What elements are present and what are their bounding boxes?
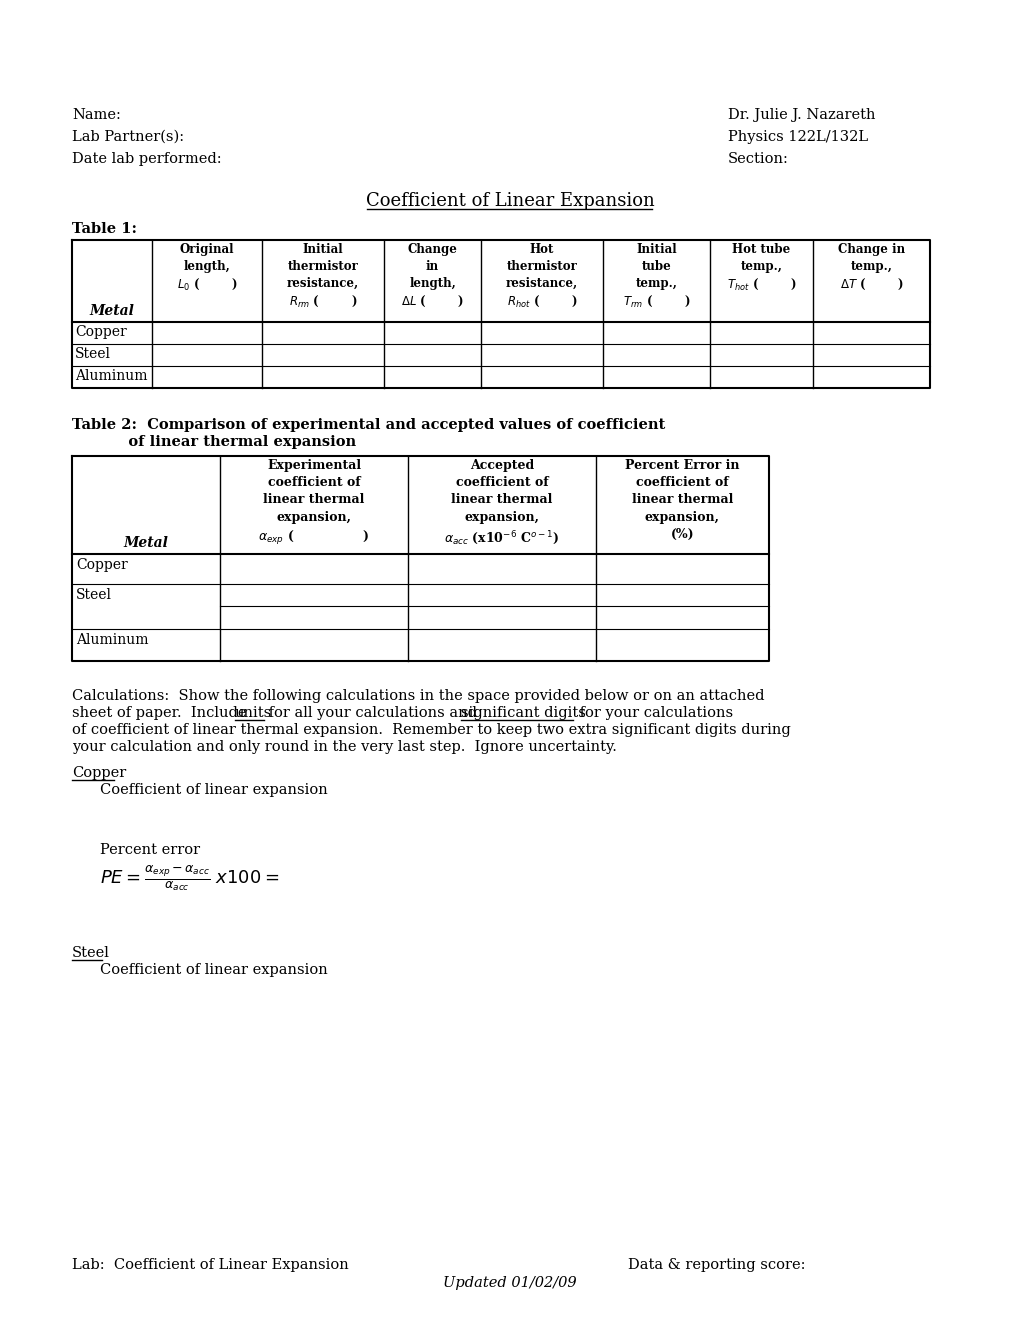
Text: Change
in
length,
$\mathit{\Delta L}$ (        ): Change in length, $\mathit{\Delta L}$ ( … — [400, 243, 464, 309]
Text: Aluminum: Aluminum — [76, 634, 149, 647]
Text: Hot
thermistor
resistance,
$\mathit{R_{hot}}$ (        ): Hot thermistor resistance, $\mathit{R_{h… — [505, 243, 578, 309]
Text: Coefficient of linear expansion: Coefficient of linear expansion — [100, 964, 327, 977]
Text: Steel: Steel — [72, 946, 110, 960]
Text: Lab Partner(s):: Lab Partner(s): — [72, 129, 184, 144]
Text: Date lab performed:: Date lab performed: — [72, 152, 221, 166]
Text: Metal: Metal — [123, 536, 168, 550]
Text: Lab:  Coefficient of Linear Expansion: Lab: Coefficient of Linear Expansion — [72, 1258, 348, 1272]
Text: Change in
temp.,
$\mathit{\Delta T}$ (        ): Change in temp., $\mathit{\Delta T}$ ( ) — [838, 243, 904, 292]
Text: Percent Error in
coefficient of
linear thermal
expansion,
(%): Percent Error in coefficient of linear t… — [625, 459, 739, 541]
Text: for your calculations: for your calculations — [575, 706, 733, 719]
Text: Accepted
coefficient of
linear thermal
expansion,
$\mathit{\alpha_{acc}}$ (x10$^: Accepted coefficient of linear thermal e… — [444, 459, 559, 546]
Text: Experimental
coefficient of
linear thermal
expansion,
$\mathit{\alpha_{exp}}$ ( : Experimental coefficient of linear therm… — [258, 459, 369, 546]
Text: Table 2:  Comparison of experimental and accepted values of coefficient: Table 2: Comparison of experimental and … — [72, 418, 664, 432]
Text: Initial
thermistor
resistance,
$\mathit{R_{rm}}$ (        ): Initial thermistor resistance, $\mathit{… — [286, 243, 359, 309]
Text: Steel: Steel — [75, 347, 111, 360]
Text: Coefficient of Linear Expansion: Coefficient of Linear Expansion — [365, 191, 654, 210]
Text: Original
length,
$\mathit{L_0}$ (        ): Original length, $\mathit{L_0}$ ( ) — [176, 243, 237, 292]
Text: Coefficient of linear expansion: Coefficient of linear expansion — [100, 783, 327, 797]
Text: Steel: Steel — [76, 587, 112, 602]
Text: significant digits: significant digits — [461, 706, 585, 719]
Text: Section:: Section: — [728, 152, 788, 166]
Text: Aluminum: Aluminum — [75, 370, 148, 383]
Text: Metal: Metal — [90, 304, 135, 318]
Text: Name:: Name: — [72, 108, 121, 121]
Text: of coefficient of linear thermal expansion.  Remember to keep two extra signific: of coefficient of linear thermal expansi… — [72, 723, 790, 737]
Text: Hot tube
temp.,
$\mathit{T_{hot}}$ (        ): Hot tube temp., $\mathit{T_{hot}}$ ( ) — [726, 243, 796, 292]
Text: Physics 122L/132L: Physics 122L/132L — [728, 129, 867, 144]
Text: for all your calculations and: for all your calculations and — [264, 706, 481, 719]
Text: Calculations:  Show the following calculations in the space provided below or on: Calculations: Show the following calcula… — [72, 689, 764, 704]
Text: Initial
tube
temp.,
$\mathit{T_{rm}}$ (        ): Initial tube temp., $\mathit{T_{rm}}$ ( … — [622, 243, 690, 309]
Text: Percent error: Percent error — [100, 843, 200, 857]
Text: units: units — [234, 706, 272, 719]
Text: your calculation and only round in the very last step.  Ignore uncertainty.: your calculation and only round in the v… — [72, 741, 616, 754]
Text: of linear thermal expansion: of linear thermal expansion — [72, 436, 356, 449]
Text: sheet of paper.  Include: sheet of paper. Include — [72, 706, 251, 719]
Text: Copper: Copper — [75, 325, 126, 339]
Text: Table 1:: Table 1: — [72, 222, 137, 236]
Text: Copper: Copper — [72, 766, 126, 780]
Text: $\mathit{PE} = \frac{\alpha_{\mathit{exp}} - \alpha_{\mathit{acc}}}{\alpha_{\mat: $\mathit{PE} = \frac{\alpha_{\mathit{exp… — [100, 863, 279, 892]
Text: Dr. Julie J. Nazareth: Dr. Julie J. Nazareth — [728, 108, 874, 121]
Text: Data & reporting score:: Data & reporting score: — [628, 1258, 805, 1272]
Text: Updated 01/02/09: Updated 01/02/09 — [442, 1276, 577, 1290]
Text: Copper: Copper — [76, 558, 127, 572]
